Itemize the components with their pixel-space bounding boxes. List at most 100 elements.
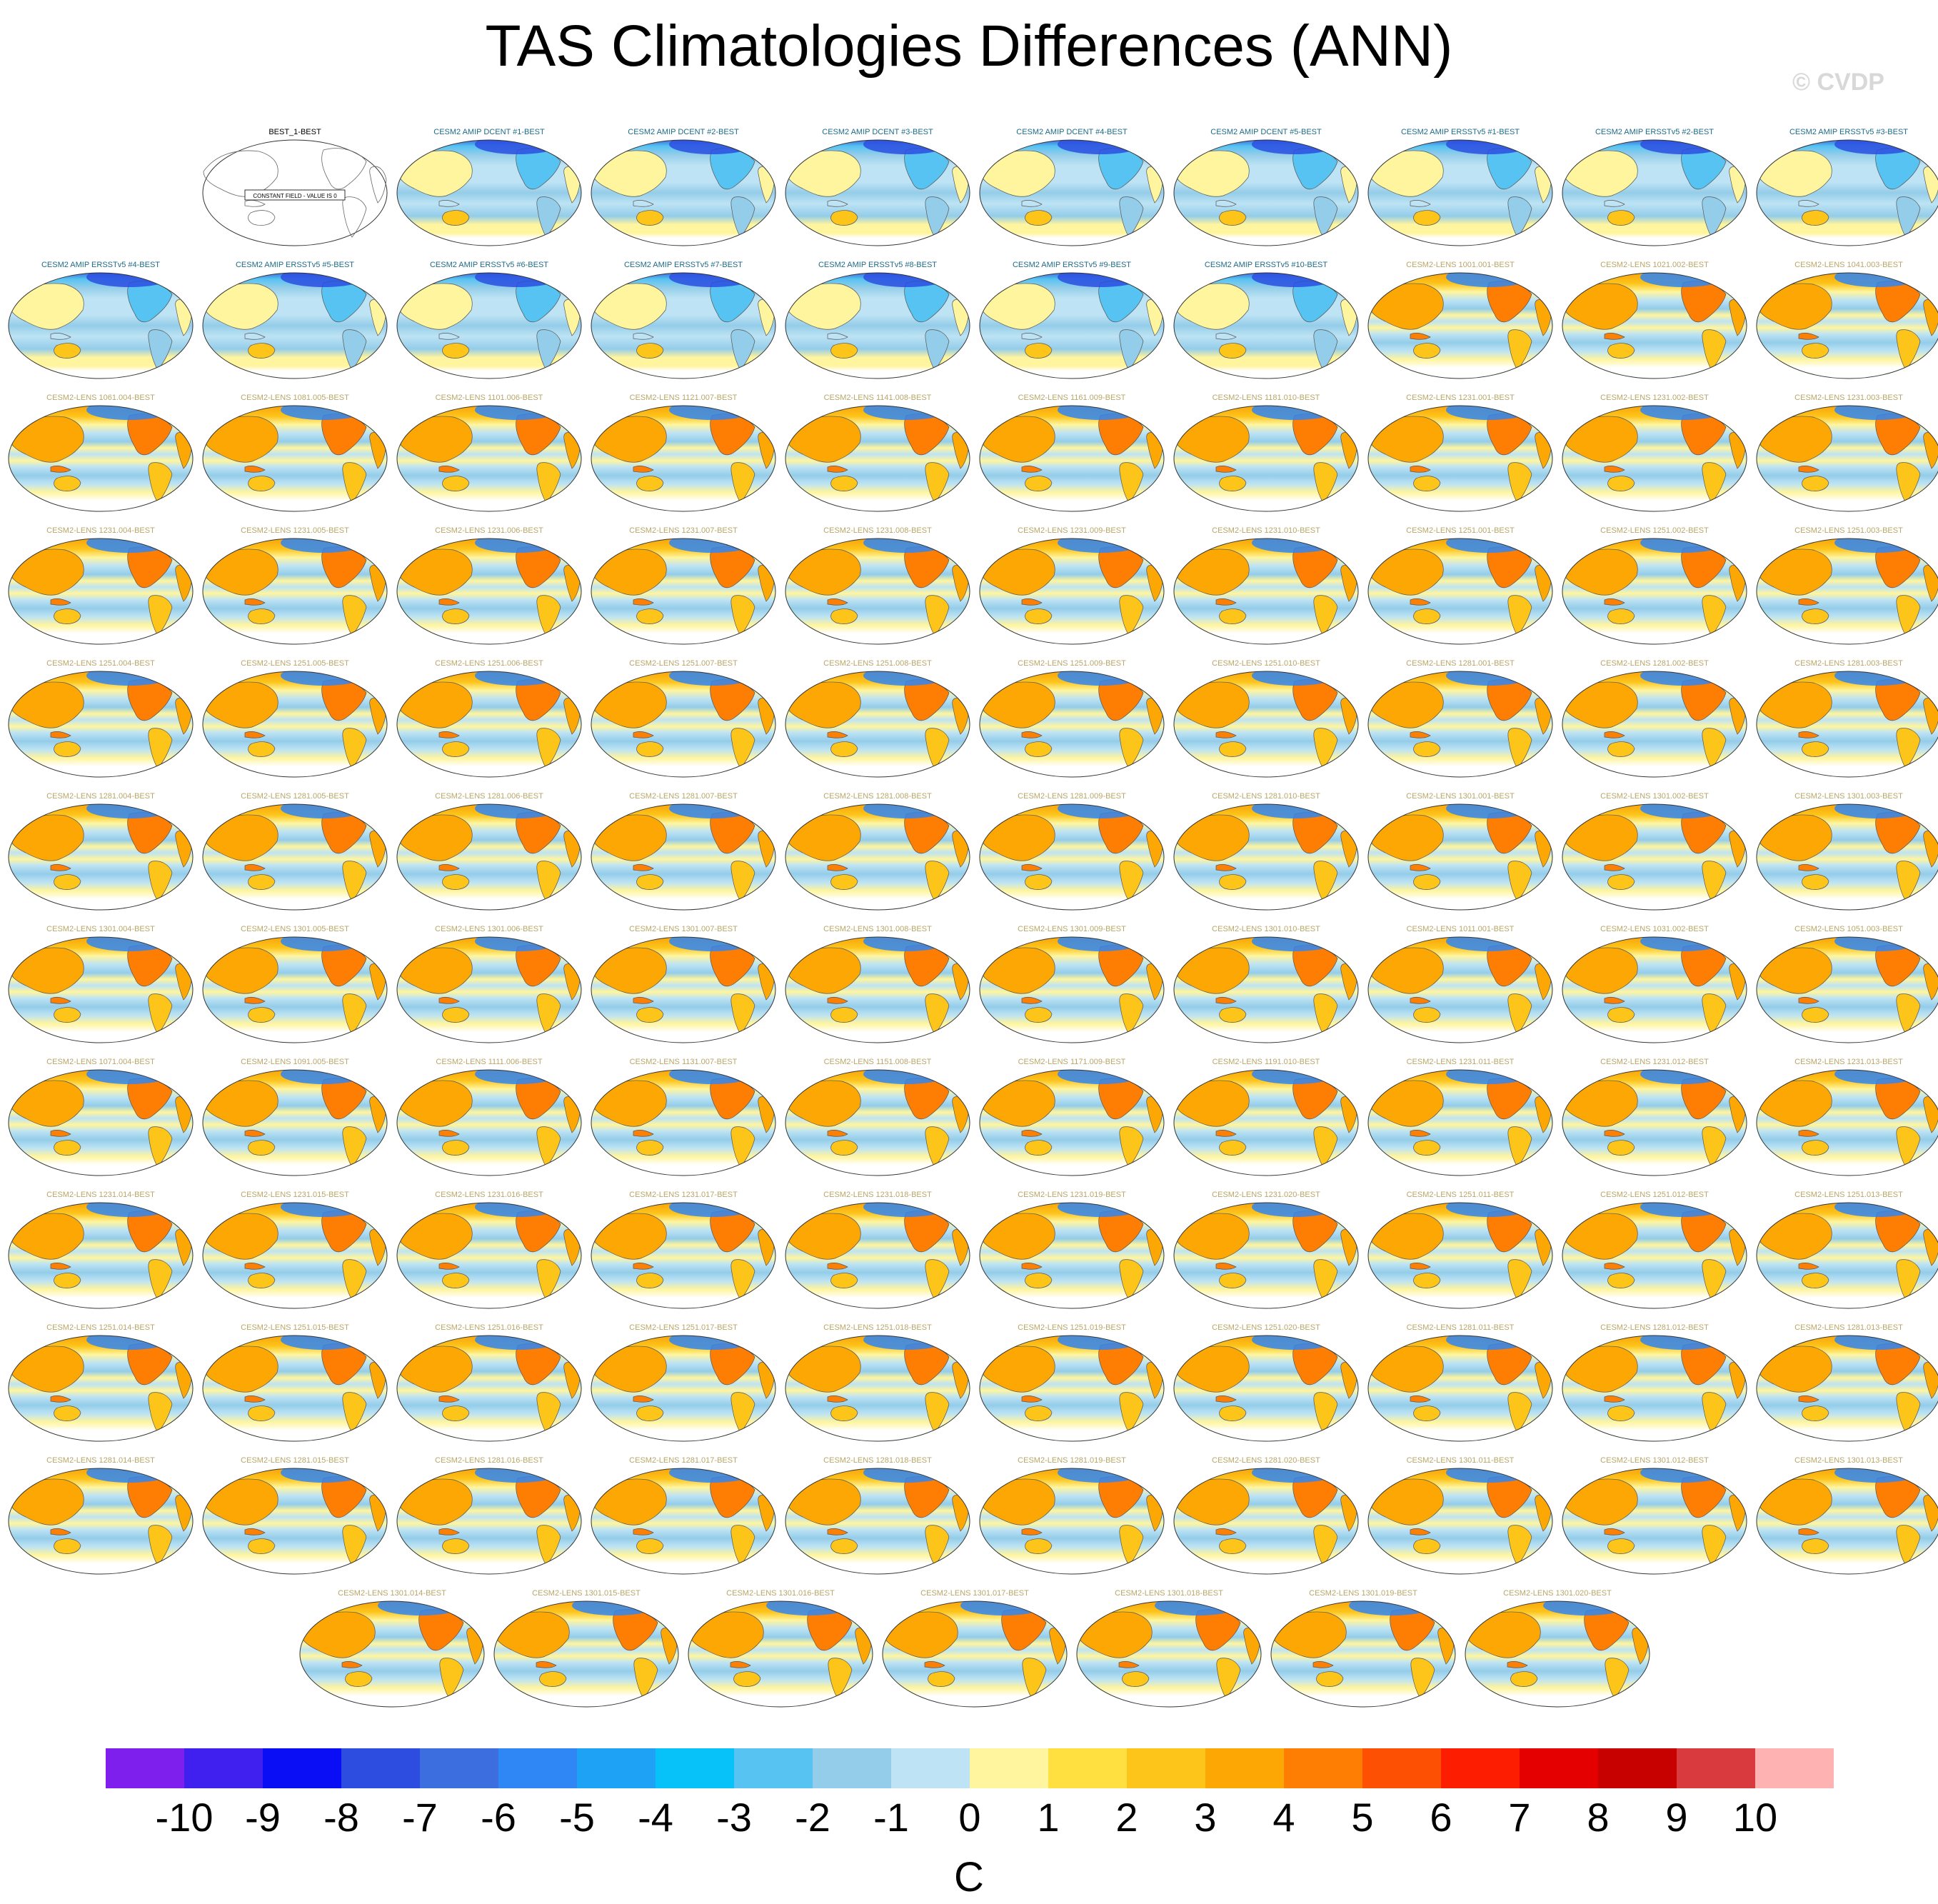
polar-cap bbox=[1058, 671, 1143, 686]
map-panel: CESM2-LENS 1281.010-BEST bbox=[1173, 792, 1359, 911]
polar-cap bbox=[475, 804, 561, 818]
land-region bbox=[785, 416, 861, 463]
map-panel: CESM2-LENS 1061.004-BEST bbox=[8, 394, 194, 512]
panel-title: CESM2-LENS 1251.020-BEST bbox=[1212, 1323, 1320, 1332]
polar-cap bbox=[1834, 273, 1920, 287]
land-region bbox=[1604, 598, 1625, 606]
land-region bbox=[54, 608, 81, 624]
panel-title: CESM2-LENS 1301.013-BEST bbox=[1794, 1456, 1903, 1465]
polar-cap bbox=[669, 1336, 755, 1350]
polar-cap bbox=[669, 1203, 755, 1217]
panel-title: CESM2-LENS 1031.002-BEST bbox=[1600, 925, 1709, 933]
colorbar-tick-label: 9 bbox=[1665, 1795, 1687, 1840]
land-region bbox=[830, 1538, 858, 1554]
panel-title: CESM2-LENS 1301.012-BEST bbox=[1600, 1456, 1709, 1465]
colorbar-tick-label: -3 bbox=[716, 1795, 752, 1840]
map-panel: CESM2-LENS 1251.001-BEST bbox=[1367, 526, 1553, 645]
colorbar-swatch bbox=[498, 1748, 577, 1788]
map-outline bbox=[8, 1468, 194, 1575]
map-panel: CESM2-LENS 1231.009-BEST bbox=[979, 526, 1165, 645]
land-region bbox=[830, 343, 858, 359]
polar-cap bbox=[1446, 671, 1532, 686]
land-region bbox=[830, 1406, 858, 1421]
land-region bbox=[1368, 1213, 1444, 1260]
map-panel: CESM2-LENS 1251.011-BEST bbox=[1367, 1191, 1553, 1309]
panel-title: CESM2-LENS 1191.010-BEST bbox=[1212, 1058, 1320, 1066]
polar-cap bbox=[475, 538, 561, 553]
panel-title: CESM2-LENS 1301.003-BEST bbox=[1794, 792, 1903, 801]
land-region bbox=[785, 150, 861, 197]
map-body bbox=[785, 803, 970, 911]
panel-title: CESM2 AMIP DCENT #2-BEST bbox=[628, 128, 739, 136]
land-region bbox=[539, 1671, 567, 1687]
map-body bbox=[1270, 1600, 1456, 1708]
land-region bbox=[1607, 608, 1635, 624]
colorbar-swatch bbox=[656, 1748, 734, 1788]
polar-cap bbox=[475, 140, 561, 154]
land-region bbox=[9, 814, 84, 861]
land-region bbox=[1604, 1263, 1625, 1270]
land-region bbox=[636, 210, 664, 226]
colorbar-tick-label: -5 bbox=[559, 1795, 595, 1840]
map-body bbox=[591, 936, 776, 1043]
land-region bbox=[1219, 1140, 1247, 1156]
land-region bbox=[636, 1273, 664, 1288]
land-region bbox=[1802, 343, 1829, 359]
map-body bbox=[785, 671, 970, 778]
polar-cap bbox=[1155, 1601, 1240, 1615]
land-region bbox=[1757, 814, 1832, 861]
map-body bbox=[202, 1335, 388, 1442]
map-outline bbox=[979, 671, 1165, 778]
polar-cap bbox=[86, 1468, 172, 1483]
map-outline bbox=[202, 936, 388, 1043]
land-region bbox=[203, 416, 278, 463]
polar-cap bbox=[1834, 406, 1920, 420]
land-region bbox=[244, 1263, 266, 1270]
land-region bbox=[1215, 1263, 1237, 1270]
map-body bbox=[396, 1335, 582, 1442]
map-outline bbox=[1562, 1468, 1747, 1575]
map-panel: CESM2-LENS 1301.004-BEST bbox=[8, 925, 194, 1043]
land-region bbox=[1215, 1130, 1237, 1137]
polar-cap bbox=[475, 1070, 561, 1084]
panel-title: CESM2-LENS 1301.007-BEST bbox=[629, 925, 738, 933]
land-region bbox=[1562, 1080, 1638, 1127]
land-region bbox=[300, 1611, 376, 1658]
polar-cap bbox=[1446, 1203, 1532, 1217]
map-panel: CESM2-LENS 1131.007-BEST bbox=[591, 1058, 776, 1176]
land-region bbox=[1798, 731, 1819, 738]
polar-cap bbox=[1834, 1336, 1920, 1350]
polar-cap bbox=[669, 538, 755, 553]
map-outline bbox=[396, 671, 582, 778]
colorbar-swatch bbox=[1127, 1748, 1205, 1788]
land-region bbox=[688, 1611, 764, 1658]
map-panel: CESM2-LENS 1251.010-BEST bbox=[1173, 659, 1359, 778]
map-panel: CESM2-LENS 1231.020-BEST bbox=[1173, 1191, 1359, 1309]
polar-cap bbox=[1834, 1468, 1920, 1483]
map-outline bbox=[591, 1069, 776, 1176]
land-region bbox=[980, 1213, 1055, 1260]
map-outline bbox=[1367, 405, 1553, 512]
map-panel: CESM2 AMIP ERSSTv5 #10-BEST bbox=[1173, 261, 1359, 379]
land-region bbox=[830, 210, 858, 226]
land-region bbox=[1757, 947, 1832, 994]
coastline bbox=[369, 166, 387, 204]
map-panel: CESM2-LENS 1281.003-BEST bbox=[1756, 659, 1938, 778]
land-region bbox=[54, 1406, 81, 1421]
map-panel: CESM2-LENS 1251.018-BEST bbox=[785, 1323, 970, 1442]
colorbar-tick-label: -4 bbox=[638, 1795, 673, 1840]
map-panel: CESM2 AMIP DCENT #2-BEST bbox=[591, 128, 776, 246]
panel-title: CESM2-LENS 1231.001-BEST bbox=[1406, 394, 1515, 402]
panel-title: CESM2-LENS 1281.010-BEST bbox=[1212, 792, 1320, 801]
land-region bbox=[636, 1007, 664, 1023]
map-body bbox=[1562, 1468, 1747, 1575]
land-region bbox=[9, 947, 84, 994]
polar-cap bbox=[1446, 140, 1532, 154]
polar-cap bbox=[669, 1070, 755, 1084]
polar-cap bbox=[1252, 1336, 1337, 1350]
map-outline bbox=[591, 538, 776, 645]
map-body bbox=[979, 803, 1165, 911]
panel-title: CESM2-LENS 1251.016-BEST bbox=[435, 1323, 543, 1332]
land-region bbox=[248, 343, 276, 359]
